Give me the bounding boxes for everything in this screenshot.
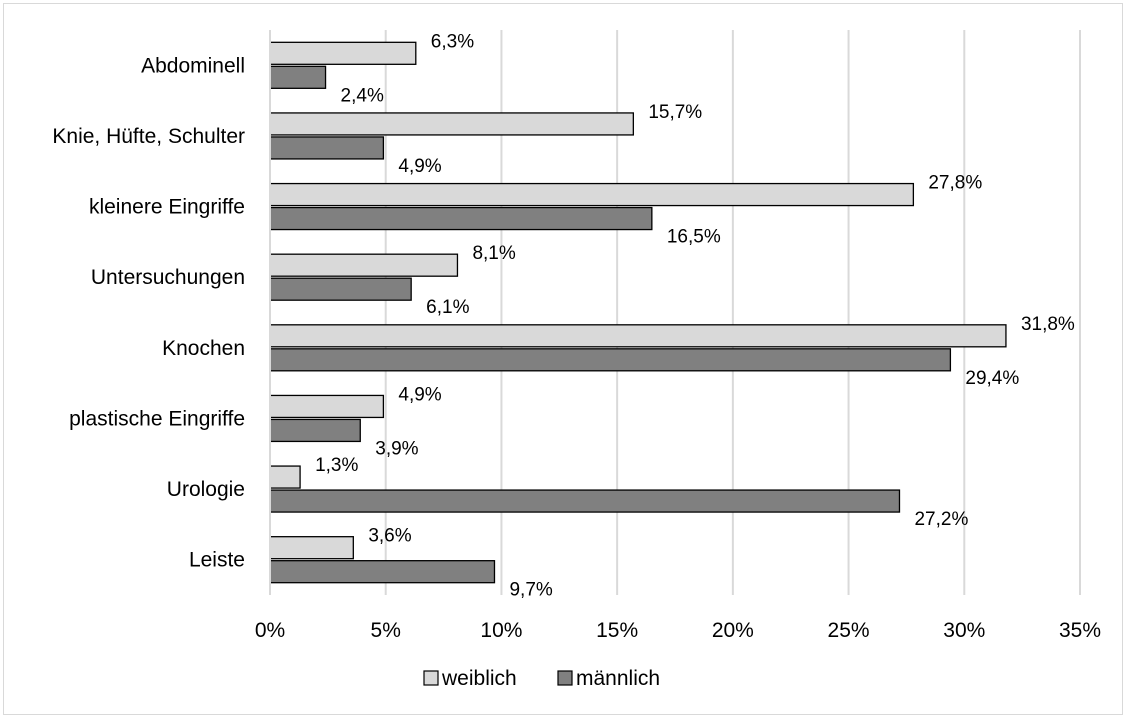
bar-weiblich (269, 41, 417, 65)
data-label: 15,7% (648, 102, 702, 123)
bar-maennlich (269, 136, 385, 160)
data-label: 2,4% (341, 85, 384, 106)
data-label: 3,9% (375, 438, 418, 459)
category-labels: Abdominell Knie, Hüfte, Schulter kleinere … (52, 54, 245, 571)
data-label: 6,3% (431, 31, 474, 52)
data-labels: 6,3% 2,4% 15,7% 4,9% 27,8% 16,5% 8,1% 6,1% 31,8%… (315, 31, 1075, 600)
bar-weiblich (269, 394, 385, 419)
x-tick-label: 10% (480, 619, 522, 642)
data-label: 27,2% (914, 509, 968, 530)
bar-weiblich (269, 324, 1007, 348)
bar-maennlich (269, 348, 952, 372)
data-label: 16,5% (667, 227, 721, 248)
category-label: plastische Eingriffe (69, 407, 245, 430)
x-tick-label: 0% (255, 619, 285, 642)
category-label: Leiste (189, 549, 245, 572)
data-label: 1,3% (315, 455, 358, 476)
bar-weiblich (269, 112, 634, 136)
category-label: Knie, Hüfte, Schulter (52, 125, 245, 148)
bar-weiblich (269, 182, 915, 207)
category-label: Urologie (167, 478, 245, 501)
bar-maennlich (269, 277, 412, 301)
x-tick-label: 5% (371, 619, 401, 642)
bar-maennlich (269, 206, 653, 231)
legend-label: weiblich (441, 667, 517, 690)
x-tick-label: 15% (596, 619, 638, 642)
data-label: 3,6% (368, 526, 411, 547)
data-label: 6,1% (426, 297, 469, 318)
bar-weiblich (269, 465, 301, 489)
bar-maennlich (269, 65, 327, 89)
bar-weiblich (269, 253, 459, 277)
category-label: Untersuchungen (91, 266, 245, 289)
legend-label: männlich (576, 667, 660, 690)
category-label: Knochen (162, 337, 245, 360)
x-tick-labels: 0% 5% 10% 15% 20% 25% 30% 35% (255, 619, 1101, 642)
x-tick-label: 20% (712, 619, 754, 642)
category-label: kleinere Eingriffe (89, 196, 245, 219)
bars (269, 41, 1007, 584)
category-label: Abdominell (141, 54, 245, 77)
x-tick-label: 25% (828, 619, 870, 642)
data-label: 29,4% (965, 368, 1019, 389)
bar-maennlich (269, 560, 496, 584)
legend-swatch-weiblich (423, 670, 439, 686)
bar-maennlich (269, 418, 361, 443)
data-label: 9,7% (509, 580, 552, 601)
data-label: 4,9% (398, 384, 441, 405)
x-tick-label: 35% (1059, 619, 1101, 642)
bar-weiblich (269, 536, 354, 560)
data-label: 4,9% (398, 156, 441, 177)
data-label: 27,8% (928, 173, 982, 194)
data-label: 31,8% (1021, 314, 1075, 335)
legend: weiblich männlich (423, 667, 660, 690)
x-tick-label: 30% (943, 619, 985, 642)
legend-swatch-maennlich (557, 670, 573, 686)
bar-maennlich (269, 489, 901, 513)
data-label: 8,1% (472, 243, 515, 264)
